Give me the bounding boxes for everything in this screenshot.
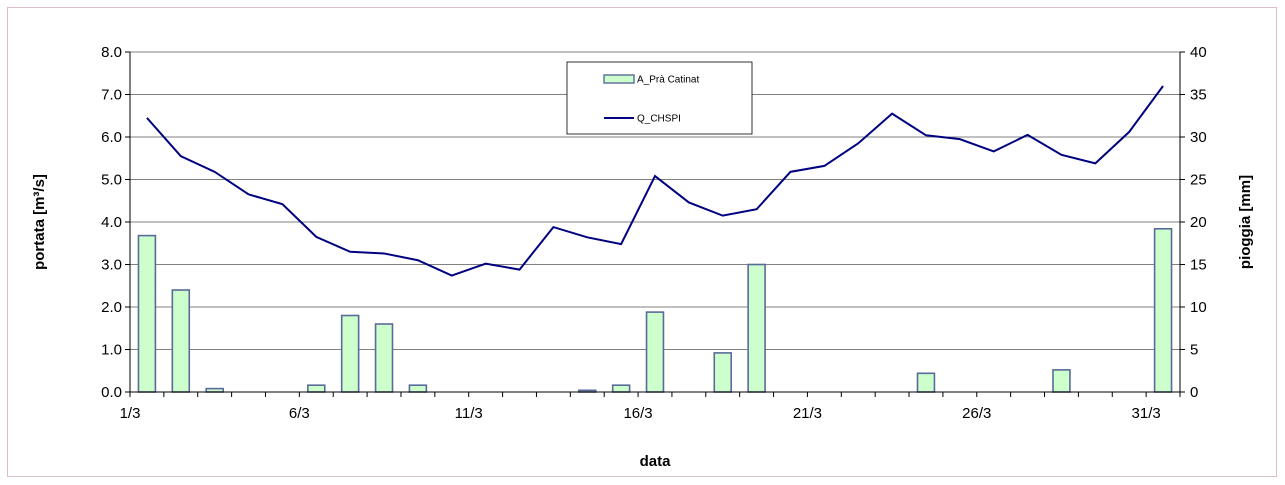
bar — [374, 323, 394, 393]
y-left-tick-label: 4.0 — [101, 214, 122, 231]
x-tick-label: 16/3 — [623, 405, 652, 422]
x-tick-label: 6/3 — [289, 405, 310, 422]
bar — [713, 352, 733, 393]
bar — [1052, 369, 1071, 393]
y-right-tick-label: 35 — [1190, 87, 1207, 104]
y-right-tick-label: 10 — [1190, 299, 1207, 316]
bar — [205, 387, 224, 393]
y-left-tick-label: 1.0 — [101, 342, 122, 359]
y-left-tick-label: 8.0 — [101, 44, 122, 61]
y-left-tick-label: 3.0 — [101, 257, 122, 274]
legend: A_Prà Catinat Q_CHSPI — [566, 61, 753, 135]
bar — [340, 314, 360, 393]
bar — [171, 289, 191, 393]
y-left-tick-label: 0.0 — [101, 384, 122, 401]
y-right-tick-label: 5 — [1190, 342, 1198, 359]
y-right-tick-label: 40 — [1190, 44, 1207, 61]
y-right-tick-label: 25 — [1190, 172, 1207, 189]
legend-bar-swatch — [603, 74, 635, 84]
y-axis-left-ticks: 0.0 1.0 2.0 3.0 4.0 5.0 6.0 7.0 8.0 — [101, 44, 130, 401]
bar — [916, 372, 936, 393]
bar — [1153, 228, 1173, 393]
x-tick-label: 21/3 — [793, 405, 822, 422]
y-left-tick-label: 6.0 — [101, 129, 122, 146]
y-right-tick-label: 0 — [1190, 384, 1198, 401]
legend-bar-label: A_Prà Catinat — [637, 75, 699, 86]
bar — [307, 384, 326, 393]
y-left-tick-label: 5.0 — [101, 172, 122, 189]
legend-line-label: Q_CHSPI — [637, 114, 681, 125]
bar — [747, 263, 766, 393]
bar — [137, 234, 157, 393]
y-left-tick-label: 7.0 — [101, 87, 122, 104]
line-series-q-chspi — [146, 85, 1164, 277]
bar-series-pra-catinat — [137, 228, 1173, 393]
legend-box — [566, 61, 753, 135]
x-tick-label: 1/3 — [120, 405, 141, 422]
x-axis-title: data — [640, 453, 672, 470]
y-axis-right-ticks: 0 5 10 15 20 25 30 35 40 — [1180, 44, 1207, 401]
x-tick-label: 26/3 — [962, 405, 991, 422]
x-axis-ticks: 1/3 6/3 11/3 16/3 21/3 26/3 31/3 — [120, 392, 1181, 422]
y-right-tick-label: 30 — [1190, 129, 1207, 146]
x-tick-label: 11/3 — [455, 405, 483, 422]
gridlines — [130, 51, 1180, 393]
y-right-tick-label: 15 — [1190, 257, 1207, 274]
y-right-tick-label: 20 — [1190, 214, 1207, 231]
bar — [408, 384, 428, 393]
x-tick-label: 31/3 — [1132, 405, 1161, 422]
y-axis-right-title: pioggia [mm] — [1237, 175, 1254, 269]
bar — [611, 384, 631, 393]
y-left-tick-label: 2.0 — [101, 299, 122, 316]
y-axis-left-title: portata [m³/s] — [31, 174, 48, 270]
bar — [645, 311, 665, 393]
